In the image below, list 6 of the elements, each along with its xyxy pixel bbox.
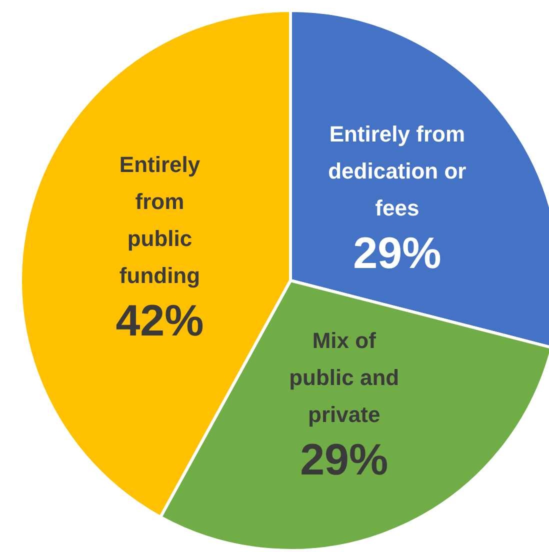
data-label: 29% — [353, 228, 442, 278]
slice-label: Mix of public and private — [289, 328, 400, 427]
data-label: 29% — [300, 435, 388, 484]
data-label: 42% — [116, 296, 204, 346]
slice-label: Entirely from public funding — [119, 152, 201, 288]
slice-label: Entirely from dedication or fees — [328, 121, 467, 220]
